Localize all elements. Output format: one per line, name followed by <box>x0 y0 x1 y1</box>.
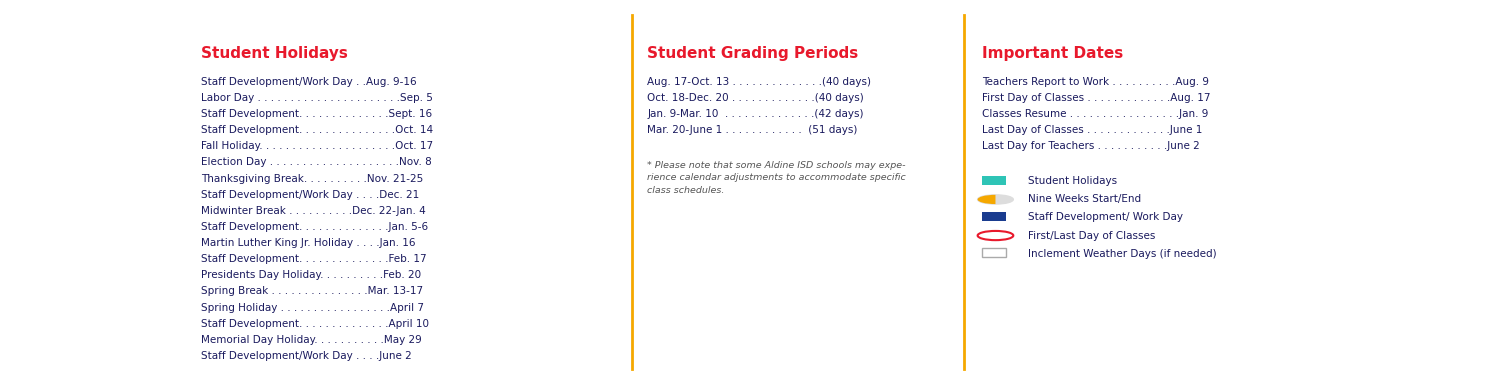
Text: First/Last Day of Classes: First/Last Day of Classes <box>1028 230 1156 240</box>
Text: Staff Development/Work Day . . . .Dec. 21: Staff Development/Work Day . . . .Dec. 2… <box>201 190 420 200</box>
Text: Staff Development/Work Day . . . .June 2: Staff Development/Work Day . . . .June 2 <box>201 351 412 361</box>
Text: Thanksgiving Break. . . . . . . . . .Nov. 21-25: Thanksgiving Break. . . . . . . . . .Nov… <box>201 174 423 184</box>
Text: Important Dates: Important Dates <box>982 46 1123 61</box>
Text: Spring Holiday . . . . . . . . . . . . . . . . .April 7: Spring Holiday . . . . . . . . . . . . .… <box>201 303 424 313</box>
Text: Inclement Weather Days (if needed): Inclement Weather Days (if needed) <box>1028 248 1217 258</box>
Text: Student Holidays: Student Holidays <box>201 46 348 61</box>
Circle shape <box>978 195 1013 204</box>
Text: Last Day for Teachers . . . . . . . . . . .June 2: Last Day for Teachers . . . . . . . . . … <box>982 141 1199 151</box>
Text: Memorial Day Holiday. . . . . . . . . . .May 29: Memorial Day Holiday. . . . . . . . . . … <box>201 335 421 345</box>
Text: Staff Development. . . . . . . . . . . . . .Jan. 5-6: Staff Development. . . . . . . . . . . .… <box>201 222 429 232</box>
Text: Staff Development/Work Day . .Aug. 9-16: Staff Development/Work Day . .Aug. 9-16 <box>201 77 417 87</box>
Text: Jan. 9-Mar. 10  . . . . . . . . . . . . . .(42 days): Jan. 9-Mar. 10 . . . . . . . . . . . . .… <box>647 109 863 119</box>
Text: Nine Weeks Start/End: Nine Weeks Start/End <box>1028 194 1141 204</box>
FancyBboxPatch shape <box>982 176 1006 185</box>
Text: Presidents Day Holiday. . . . . . . . . .Feb. 20: Presidents Day Holiday. . . . . . . . . … <box>201 270 421 280</box>
Text: Aug. 17-Oct. 13 . . . . . . . . . . . . . .(40 days): Aug. 17-Oct. 13 . . . . . . . . . . . . … <box>647 77 872 87</box>
Text: Student Grading Periods: Student Grading Periods <box>647 46 859 61</box>
Text: Staff Development. . . . . . . . . . . . . .Feb. 17: Staff Development. . . . . . . . . . . .… <box>201 254 427 264</box>
Text: Labor Day . . . . . . . . . . . . . . . . . . . . . .Sep. 5: Labor Day . . . . . . . . . . . . . . . … <box>201 93 433 103</box>
Text: Last Day of Classes . . . . . . . . . . . . .June 1: Last Day of Classes . . . . . . . . . . … <box>982 125 1202 135</box>
Text: Fall Holiday. . . . . . . . . . . . . . . . . . . . .Oct. 17: Fall Holiday. . . . . . . . . . . . . . … <box>201 141 433 151</box>
Text: Oct. 18-Dec. 20 . . . . . . . . . . . . .(40 days): Oct. 18-Dec. 20 . . . . . . . . . . . . … <box>647 93 865 103</box>
Text: Classes Resume . . . . . . . . . . . . . . . . .Jan. 9: Classes Resume . . . . . . . . . . . . .… <box>982 109 1208 119</box>
FancyBboxPatch shape <box>982 212 1006 221</box>
Text: Election Day . . . . . . . . . . . . . . . . . . . .Nov. 8: Election Day . . . . . . . . . . . . . .… <box>201 157 432 167</box>
Text: Staff Development. . . . . . . . . . . . . . .Oct. 14: Staff Development. . . . . . . . . . . .… <box>201 125 433 135</box>
Text: First Day of Classes . . . . . . . . . . . . .Aug. 17: First Day of Classes . . . . . . . . . .… <box>982 93 1211 103</box>
Text: Spring Break . . . . . . . . . . . . . . .Mar. 13-17: Spring Break . . . . . . . . . . . . . .… <box>201 286 423 296</box>
Text: Mar. 20-June 1 . . . . . . . . . . . .  (51 days): Mar. 20-June 1 . . . . . . . . . . . . (… <box>647 125 857 135</box>
Text: Midwinter Break . . . . . . . . . .Dec. 22-Jan. 4: Midwinter Break . . . . . . . . . .Dec. … <box>201 206 426 216</box>
Text: Staff Development. . . . . . . . . . . . . .April 10: Staff Development. . . . . . . . . . . .… <box>201 319 429 329</box>
Text: Staff Development. . . . . . . . . . . . . .Sept. 16: Staff Development. . . . . . . . . . . .… <box>201 109 432 119</box>
Text: * Please note that some Aldine ISD schools may expe-
rience calendar adjustments: * Please note that some Aldine ISD schoo… <box>647 161 906 195</box>
Text: Teachers Report to Work . . . . . . . . . .Aug. 9: Teachers Report to Work . . . . . . . . … <box>982 77 1210 87</box>
Text: Martin Luther King Jr. Holiday . . . .Jan. 16: Martin Luther King Jr. Holiday . . . .Ja… <box>201 238 415 248</box>
Text: Staff Development/ Work Day: Staff Development/ Work Day <box>1028 212 1183 222</box>
Text: Student Holidays: Student Holidays <box>1028 176 1117 186</box>
Wedge shape <box>978 195 995 204</box>
